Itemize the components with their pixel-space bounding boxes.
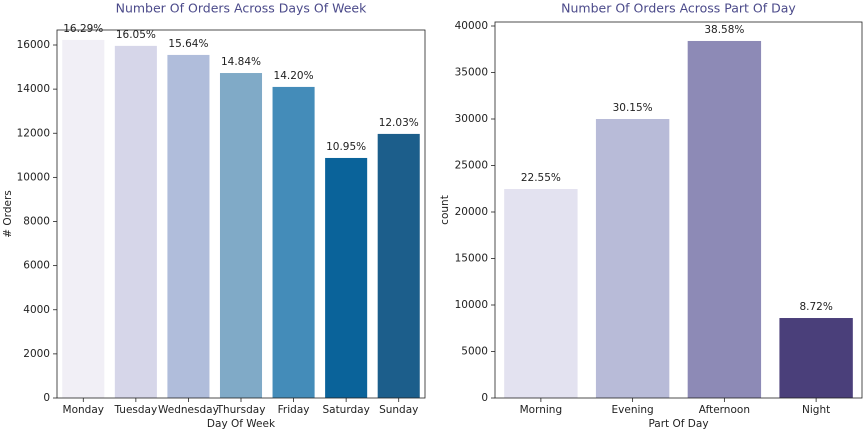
x-tick-label: Morning: [520, 404, 563, 416]
bar: [595, 118, 670, 398]
bar-annotation: 30.15%: [613, 102, 653, 114]
y-tick-label: 30000: [455, 113, 488, 125]
bar-annotation: 15.64%: [168, 38, 208, 50]
y-tick-label: 10000: [455, 299, 488, 311]
bar-annotation: 22.55%: [521, 172, 561, 184]
bar-annotation: 16.05%: [116, 29, 156, 41]
y-tick-label: 14000: [17, 83, 50, 95]
y-axis-label: # Orders: [2, 190, 14, 237]
y-axis-label: count: [439, 195, 451, 225]
bar-annotation: 38.58%: [704, 24, 744, 36]
y-tick-label: 25000: [455, 159, 488, 171]
x-tick-label: Thursday: [216, 404, 266, 416]
x-tick-label: Night: [802, 404, 830, 416]
bar-annotation: 16.29%: [63, 23, 103, 35]
x-tick-label: Wednesday: [158, 404, 219, 416]
bar-annotation: 12.03%: [379, 117, 419, 129]
bar: [114, 45, 157, 399]
y-tick-label: 16000: [17, 39, 50, 51]
x-tick-label: Evening: [612, 404, 654, 416]
x-tick-label: Saturday: [322, 404, 369, 416]
chart-title: Number Of Orders Across Days Of Week: [116, 1, 368, 16]
y-tick-label: 8000: [23, 216, 50, 228]
bar-annotation: 8.72%: [799, 301, 832, 313]
bar: [377, 133, 420, 398]
bar: [62, 39, 105, 398]
plot-frame: [494, 21, 863, 399]
plot-frame: [56, 29, 426, 399]
y-tick-label: 0: [481, 392, 488, 404]
bar: [687, 40, 762, 399]
x-tick-label: Monday: [63, 404, 104, 416]
y-tick-label: 5000: [461, 345, 488, 357]
x-tick-label: Sunday: [379, 404, 418, 416]
y-tick-label: 12000: [17, 127, 50, 139]
y-tick-label: 10000: [17, 171, 50, 183]
bar-annotation: 14.84%: [221, 56, 261, 68]
y-tick-label: 20000: [455, 206, 488, 218]
bar-annotation: 10.95%: [326, 141, 366, 153]
x-axis-label: Day Of Week: [207, 418, 276, 430]
y-tick-label: 4000: [23, 304, 50, 316]
bar: [167, 54, 210, 399]
y-tick-label: 0: [43, 392, 50, 404]
x-tick-label: Afternoon: [699, 404, 750, 416]
bar: [219, 73, 263, 399]
y-tick-label: 15000: [455, 252, 488, 264]
bar: [779, 318, 853, 398]
bar: [325, 157, 368, 398]
bar: [504, 189, 578, 398]
x-tick-label: Friday: [278, 404, 310, 416]
x-tick-label: Tuesday: [113, 404, 157, 416]
y-tick-label: 2000: [23, 348, 50, 360]
y-tick-label: 40000: [455, 20, 488, 32]
y-tick-label: 35000: [455, 66, 488, 78]
x-axis-label: Part Of Day: [648, 418, 708, 430]
bar-annotation: 14.20%: [274, 70, 314, 82]
y-tick-label: 6000: [23, 260, 50, 272]
chart-title: Number Of Orders Across Part Of Day: [561, 1, 796, 16]
bar: [272, 86, 315, 398]
